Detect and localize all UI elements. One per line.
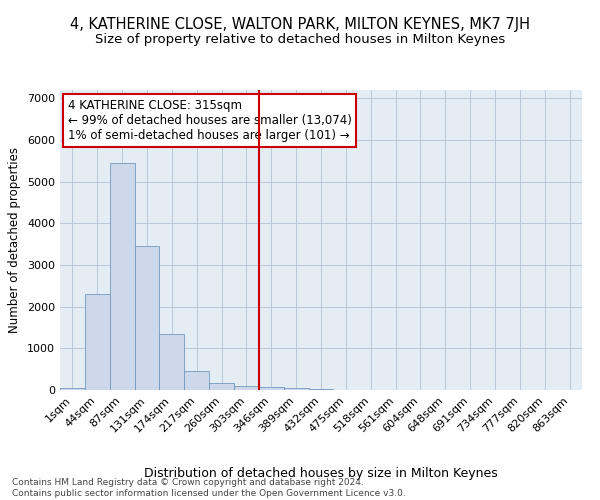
Bar [284, 388, 308, 390]
Text: Distribution of detached houses by size in Milton Keynes: Distribution of detached houses by size … [144, 467, 498, 480]
Bar [60, 388, 85, 390]
Y-axis label: Number of detached properties: Number of detached properties [8, 147, 22, 333]
Text: 4 KATHERINE CLOSE: 315sqm
← 99% of detached houses are smaller (13,074)
1% of se: 4 KATHERINE CLOSE: 315sqm ← 99% of detac… [68, 99, 352, 142]
Text: 4, KATHERINE CLOSE, WALTON PARK, MILTON KEYNES, MK7 7JH: 4, KATHERINE CLOSE, WALTON PARK, MILTON … [70, 18, 530, 32]
Bar [110, 163, 134, 390]
Text: Size of property relative to detached houses in Milton Keynes: Size of property relative to detached ho… [95, 32, 505, 46]
Bar [85, 294, 110, 390]
Bar [209, 382, 234, 390]
Bar [184, 371, 209, 390]
Bar [259, 387, 284, 390]
Bar [160, 334, 184, 390]
Bar [234, 386, 259, 390]
Bar [134, 246, 160, 390]
Text: Contains HM Land Registry data © Crown copyright and database right 2024.
Contai: Contains HM Land Registry data © Crown c… [12, 478, 406, 498]
